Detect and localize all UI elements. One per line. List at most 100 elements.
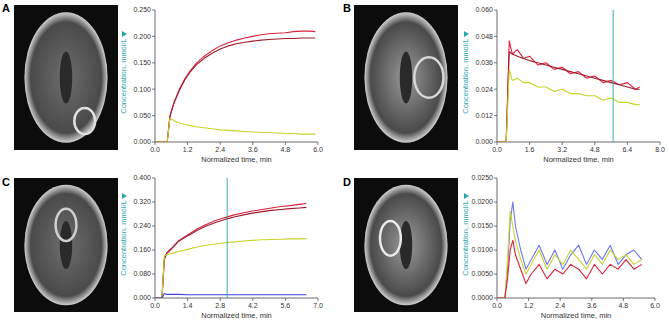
y-tick <box>494 10 497 11</box>
y-tick-label: 0.000 <box>475 138 493 145</box>
x-axis-label: Normalized time, min <box>543 155 613 164</box>
x-tick-label: 0.0 <box>150 146 160 153</box>
y-axis-label: Concentration, mmol/L <box>119 200 128 275</box>
y-axis-label: Concentration, mmol/L <box>461 200 470 275</box>
x-tick-label: 5.6 <box>281 302 291 309</box>
x-tick <box>220 142 221 145</box>
y-tick <box>494 36 497 37</box>
y-tick-label: 0.0200 <box>472 198 494 205</box>
cursor-line <box>227 178 228 298</box>
y-tick <box>494 274 497 275</box>
y-tick <box>494 89 497 90</box>
x-tick <box>155 298 156 301</box>
y-tick-label: 0.0100 <box>472 246 494 253</box>
series-line <box>155 204 306 299</box>
y-tick-label: 0.048 <box>475 33 493 40</box>
y-tick <box>152 274 155 275</box>
x-tick <box>497 298 498 301</box>
y-tick <box>494 142 497 143</box>
y-tick <box>152 226 155 227</box>
panel-label: D <box>343 176 351 188</box>
x-tick-label: 8.0 <box>655 146 665 153</box>
series-line <box>155 207 306 298</box>
x-tick <box>318 142 319 145</box>
x-axis-label: Normalized time, min <box>541 311 611 320</box>
y-tick <box>494 115 497 116</box>
y-tick <box>152 89 155 90</box>
mri-image <box>354 5 458 150</box>
x-tick-label: 6.0 <box>313 146 323 153</box>
y-tick-label: 0.0250 <box>472 174 494 181</box>
x-tick-label: 4.2 <box>248 302 258 309</box>
y-tick-label: 0.150 <box>133 59 151 66</box>
x-tick-label: 6.0 <box>650 302 660 309</box>
y-tick-label: 0.080 <box>133 270 151 277</box>
panel: B0.01.63.24.86.48.00.0000.0120.0240.0360… <box>343 2 665 164</box>
x-tick-label: 7.0 <box>313 302 323 309</box>
x-tick <box>660 142 661 145</box>
y-tick-label: 0.160 <box>133 246 151 253</box>
panel: A0.01.22.43.64.86.00.0000.0500.1000.1500… <box>2 2 323 164</box>
x-tick <box>591 298 592 301</box>
y-axis <box>155 178 156 298</box>
series-line <box>155 118 315 142</box>
series-line <box>155 239 306 298</box>
y-tick-label: 0.000 <box>133 138 151 145</box>
axis-marker <box>122 31 127 37</box>
figure: A0.01.22.43.64.86.00.0000.0500.1000.1500… <box>0 0 669 324</box>
y-axis <box>497 10 498 142</box>
x-tick <box>562 142 563 145</box>
y-tick-label: 0.050 <box>133 112 151 119</box>
mri-image <box>14 178 118 312</box>
y-tick-label: 0.200 <box>133 33 151 40</box>
x-tick-label: 4.8 <box>619 302 629 309</box>
x-tick-label: 0.0 <box>492 146 502 153</box>
y-tick <box>494 178 497 179</box>
x-tick <box>560 298 561 301</box>
x-axis-label: Normalized time, min <box>201 155 271 164</box>
panel: C0.01.42.84.25.67.00.0000.0800.1600.2400… <box>2 174 323 320</box>
series-line <box>497 41 640 142</box>
y-tick <box>494 298 497 299</box>
x-tick-label: 0.0 <box>492 302 502 309</box>
x-tick-label: 2.8 <box>215 302 225 309</box>
y-tick-label: 0.320 <box>133 198 151 205</box>
x-tick-label: 4.8 <box>281 146 291 153</box>
y-tick-label: 0.012 <box>475 112 493 119</box>
axis-marker <box>122 193 127 199</box>
x-axis <box>497 142 660 143</box>
x-tick-label: 6.4 <box>623 146 633 153</box>
x-tick-label: 2.4 <box>555 302 565 309</box>
y-axis <box>497 178 498 298</box>
x-tick <box>252 298 253 301</box>
mri-image <box>14 5 118 150</box>
x-tick <box>285 298 286 301</box>
y-tick <box>494 202 497 203</box>
y-tick-label: 0.024 <box>475 86 493 93</box>
y-tick-label: 0.0150 <box>472 222 494 229</box>
x-tick <box>627 142 628 145</box>
plot-area <box>155 31 315 142</box>
x-tick <box>285 142 286 145</box>
x-tick <box>318 298 319 301</box>
panel-label: A <box>2 2 10 14</box>
x-tick <box>187 298 188 301</box>
x-tick <box>155 142 156 145</box>
x-tick-label: 3.6 <box>587 302 597 309</box>
y-tick <box>494 250 497 251</box>
y-tick <box>152 298 155 299</box>
y-tick-label: 0.0050 <box>472 270 494 277</box>
y-tick <box>152 36 155 37</box>
x-tick <box>528 298 529 301</box>
x-tick-label: 3.2 <box>557 146 567 153</box>
y-tick <box>152 142 155 143</box>
panel-label: B <box>343 2 351 14</box>
y-tick-label: 0.240 <box>133 222 151 229</box>
y-tick-label: 0.036 <box>475 59 493 66</box>
x-tick <box>529 142 530 145</box>
x-tick-label: 3.6 <box>248 146 258 153</box>
axis-marker <box>464 193 469 199</box>
y-tick <box>152 62 155 63</box>
y-tick-label: 0.100 <box>133 86 151 93</box>
y-tick <box>152 250 155 251</box>
